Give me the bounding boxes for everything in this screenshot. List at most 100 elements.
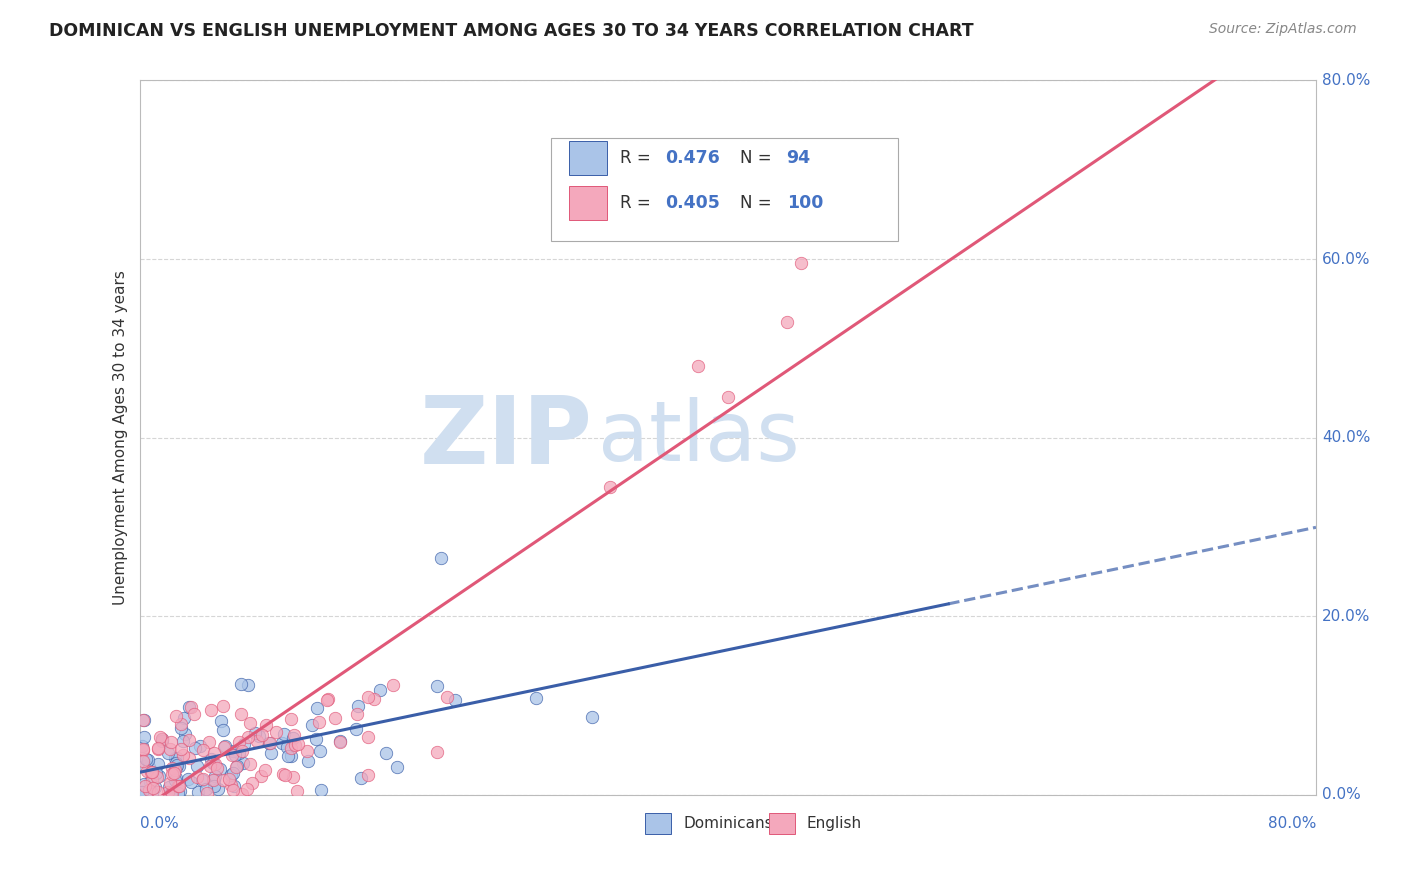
Point <box>170 722 193 736</box>
Point <box>135 764 157 778</box>
Point <box>224 779 246 793</box>
Point <box>169 783 191 797</box>
Point <box>177 751 200 765</box>
Point <box>134 779 156 793</box>
Point <box>202 780 225 794</box>
Point <box>132 713 155 727</box>
Point <box>323 711 346 725</box>
Point <box>226 759 249 773</box>
FancyBboxPatch shape <box>551 137 898 241</box>
Text: 0.0%: 0.0% <box>139 816 179 831</box>
Point <box>280 740 302 755</box>
Point <box>329 734 352 748</box>
Point <box>283 729 305 743</box>
Point <box>209 714 232 728</box>
Point <box>157 747 180 761</box>
Point <box>165 709 187 723</box>
Point <box>160 735 183 749</box>
Point <box>135 751 157 765</box>
Point <box>149 731 172 745</box>
Point <box>146 757 169 772</box>
Point <box>281 731 304 745</box>
Point <box>717 390 740 404</box>
Point <box>191 772 214 787</box>
Point <box>186 770 208 784</box>
Point <box>381 678 404 692</box>
Point <box>159 776 181 790</box>
Point <box>309 783 332 797</box>
Point <box>202 772 225 787</box>
Point <box>273 768 295 782</box>
Point <box>160 785 183 799</box>
Point <box>132 713 155 727</box>
Point <box>176 772 198 786</box>
Point <box>170 742 193 756</box>
Point <box>280 712 302 726</box>
Point <box>239 715 262 730</box>
Point <box>150 734 173 748</box>
Point <box>146 771 169 785</box>
Point <box>166 757 188 772</box>
Point <box>344 723 367 737</box>
Text: 100: 100 <box>786 194 823 212</box>
Point <box>165 772 187 787</box>
Point <box>162 761 184 775</box>
Text: DOMINICAN VS ENGLISH UNEMPLOYMENT AMONG AGES 30 TO 34 YEARS CORRELATION CHART: DOMINICAN VS ENGLISH UNEMPLOYMENT AMONG … <box>49 22 974 40</box>
Point <box>136 752 159 766</box>
Point <box>205 761 228 775</box>
Text: 0.405: 0.405 <box>665 194 720 212</box>
Point <box>138 783 160 797</box>
Text: ZIP: ZIP <box>419 392 592 483</box>
Point <box>297 744 319 758</box>
Point <box>222 744 245 758</box>
Point <box>145 766 167 780</box>
Point <box>271 766 294 780</box>
Point <box>350 772 373 786</box>
Point <box>142 780 165 795</box>
Point <box>146 740 169 755</box>
Point <box>426 680 449 694</box>
Point <box>308 744 330 758</box>
Point <box>228 746 250 760</box>
Point <box>146 785 169 799</box>
Point <box>212 773 235 788</box>
Point <box>138 760 160 774</box>
Point <box>363 692 385 706</box>
Point <box>146 742 169 756</box>
Point <box>273 727 295 741</box>
Point <box>368 682 391 697</box>
Point <box>166 751 188 765</box>
Point <box>229 677 252 691</box>
Point <box>235 781 257 796</box>
Point <box>165 764 187 778</box>
Point <box>194 781 217 796</box>
Point <box>316 691 339 706</box>
Point <box>204 757 226 772</box>
FancyBboxPatch shape <box>569 186 606 220</box>
Point <box>172 733 194 747</box>
Point <box>202 756 225 770</box>
Point <box>524 690 547 705</box>
Point <box>141 765 163 780</box>
Point <box>688 359 710 373</box>
Point <box>212 698 235 713</box>
Point <box>184 740 207 755</box>
Point <box>228 735 250 749</box>
Point <box>357 768 380 782</box>
Point <box>246 734 269 748</box>
Text: R =: R = <box>620 149 655 167</box>
Point <box>180 775 202 789</box>
Point <box>165 751 187 765</box>
Point <box>260 746 283 760</box>
Text: N =: N = <box>740 194 776 212</box>
Text: R =: R = <box>620 194 655 212</box>
Point <box>224 748 246 763</box>
Point <box>167 786 190 800</box>
Point <box>430 551 453 566</box>
Text: 60.0%: 60.0% <box>1322 252 1371 267</box>
Point <box>284 738 307 752</box>
Point <box>191 743 214 757</box>
Point <box>191 772 214 787</box>
Point <box>132 758 155 772</box>
Point <box>198 735 221 749</box>
